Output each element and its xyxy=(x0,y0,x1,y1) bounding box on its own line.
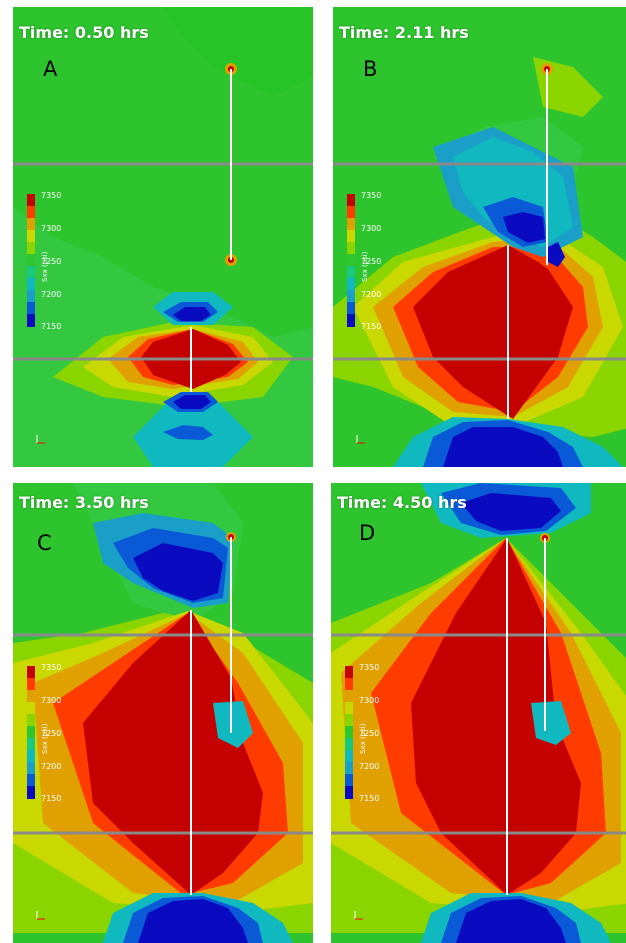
panel-b-letter: B xyxy=(363,57,378,81)
panel-b-contour-plot xyxy=(333,7,626,467)
panel-d: Time: 4.50 hrs D 7350 7300 7250 7200 715… xyxy=(331,483,626,943)
colorbar-tick: 7200 xyxy=(359,762,380,771)
panel-c-contour-plot xyxy=(13,483,313,943)
colorbar-title: Sxx (psi) xyxy=(41,251,49,282)
colorbar-title: Sxx (psi) xyxy=(361,251,369,282)
colorbar-tick: 7300 xyxy=(41,224,62,233)
panel-d-letter: D xyxy=(359,521,376,545)
panel-a: Time: 0.50 hrs A 7350 7300 7250 7200 715… xyxy=(13,7,313,467)
panel-a-time-label: Time: 0.50 hrs xyxy=(19,23,149,42)
colorbar-tick: 7250 xyxy=(361,257,382,266)
colorbar-tick: 7300 xyxy=(41,696,62,705)
colorbar-tick: 7200 xyxy=(41,762,62,771)
colorbar-tick: 7250 xyxy=(41,729,62,738)
colorbar-tick: 7350 xyxy=(361,191,382,200)
colorbar-title: Sxx (psi) xyxy=(359,723,367,754)
panel-b: Time: 2.11 hrs B 7350 7300 7250 7200 715… xyxy=(333,7,626,467)
colorbar-tick: 7350 xyxy=(41,663,62,672)
colorbar-tick: 7200 xyxy=(361,290,382,299)
panel-a-letter: A xyxy=(43,57,58,81)
colorbar-title: Sxx (psi) xyxy=(41,723,49,754)
panel-d-time-label: Time: 4.50 hrs xyxy=(337,493,467,512)
colorbar-tick: 7150 xyxy=(361,322,382,331)
colorbar-tick: 7300 xyxy=(361,224,382,233)
panel-c: Time: 3.50 hrs C 7350 7300 7250 7200 715… xyxy=(13,483,313,943)
colorbar-tick: 7200 xyxy=(41,290,62,299)
colorbar-tick: 7350 xyxy=(41,191,62,200)
colorbar-tick: 7150 xyxy=(41,794,62,803)
panel-c-letter: C xyxy=(37,531,52,555)
colorbar-tick: 7350 xyxy=(359,663,380,672)
panel-d-contour-plot xyxy=(331,483,626,943)
colorbar-tick: 7300 xyxy=(359,696,380,705)
colorbar-tick: 7250 xyxy=(359,729,380,738)
colorbar-tick: 7250 xyxy=(41,257,62,266)
panel-a-contour-plot xyxy=(13,7,313,467)
colorbar-tick: 7150 xyxy=(359,794,380,803)
panel-b-time-label: Time: 2.11 hrs xyxy=(339,23,469,42)
colorbar-tick: 7150 xyxy=(41,322,62,331)
panel-c-time-label: Time: 3.50 hrs xyxy=(19,493,149,512)
